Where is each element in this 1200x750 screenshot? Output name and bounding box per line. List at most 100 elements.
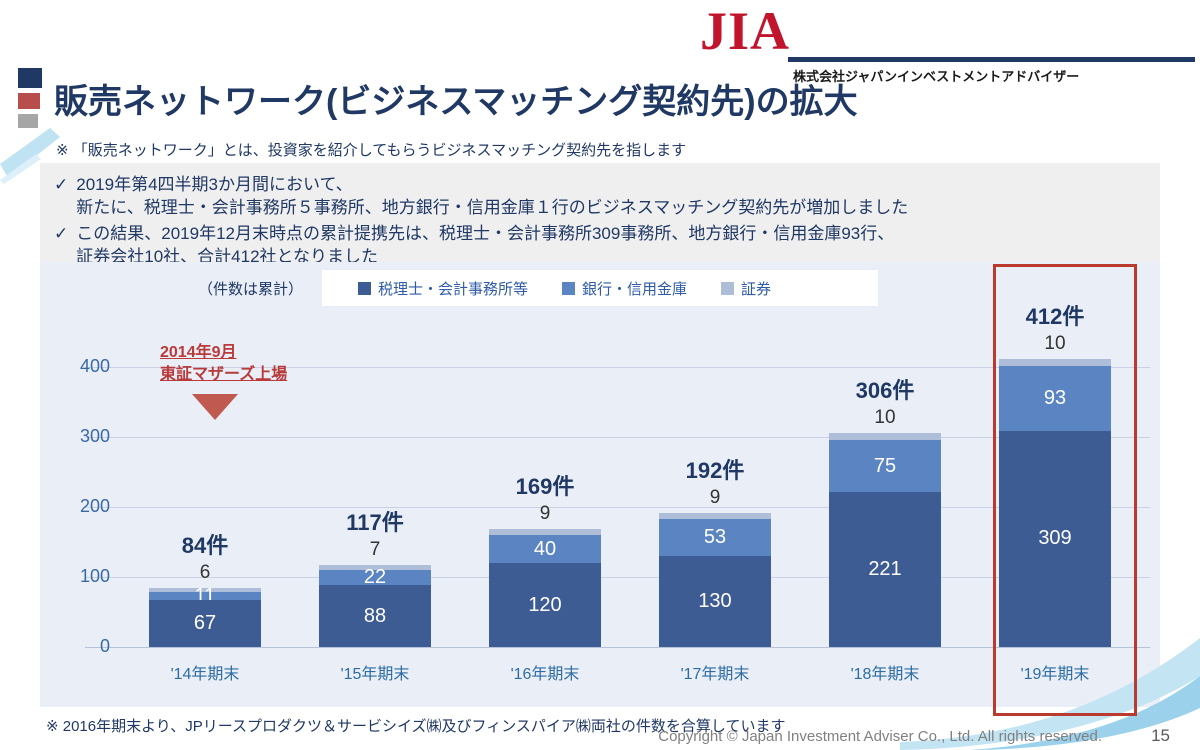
check-icon: ✓ xyxy=(54,175,69,194)
legend-item: 税理士・会計事務所等 xyxy=(358,278,528,299)
y-axis-tick: 200 xyxy=(79,496,110,516)
summary-bullet-text: この結果、2019年12月末時点の累計提携先は、税理士・会計事務所309事務所、… xyxy=(76,223,895,267)
bar-segment[interactable]: 75 xyxy=(829,439,941,493)
bar-segment-label: 53 xyxy=(703,525,727,548)
bar-group: 306件 10 75 221 xyxy=(800,262,970,647)
y-axis-tick: 300 xyxy=(79,426,110,446)
gridline xyxy=(85,507,1150,508)
bar-segment-label: 67 xyxy=(193,612,217,635)
bar-segment[interactable]: 130 xyxy=(659,556,771,647)
y-axis-tick: 100 xyxy=(79,566,110,586)
ipo-annotation: 2014年9月 東証マザーズ上場 xyxy=(160,344,288,383)
x-axis-label: '15年期末 xyxy=(340,666,410,683)
bar-segment[interactable]: 309 xyxy=(999,430,1111,647)
x-axis-label: '18年期末 xyxy=(850,666,920,683)
x-axis-label: '14年期末 xyxy=(170,666,240,683)
bar-segment-label: 11 xyxy=(194,584,216,607)
bar-segment[interactable]: 67 xyxy=(149,600,261,647)
title-accent-square-gray xyxy=(18,114,38,128)
y-axis-tick: 0 xyxy=(99,636,110,656)
bar-segment[interactable]: 93 xyxy=(999,365,1111,431)
legend-swatch-icon xyxy=(358,281,371,295)
x-axis-label: '17年期末 xyxy=(680,666,750,683)
bar-segment[interactable]: 88 xyxy=(319,585,431,647)
stacked-bar[interactable]: 75 221 xyxy=(829,432,941,647)
bar-top-segment-label: 7 xyxy=(369,539,381,561)
bar-top-segment-label: 10 xyxy=(874,406,896,428)
bar-group: 192件 9 53 130 xyxy=(630,262,800,647)
bar-segment-label: 93 xyxy=(1043,386,1067,409)
gridline xyxy=(85,577,1150,578)
bar-chart: 84件 6 11 67 117件 7 22 88 169件 9 40 120 192件 9 53 130 306… xyxy=(120,262,1140,647)
gridline xyxy=(85,437,1150,438)
bar-group: 169件 9 40 120 xyxy=(460,262,630,647)
summary-bullet: ✓ この結果、2019年12月末時点の累計提携先は、税理士・会計事務所309事務所… xyxy=(54,222,1146,269)
header-divider-line xyxy=(788,57,1195,62)
bar-segment[interactable] xyxy=(829,432,941,440)
gridline xyxy=(85,647,1150,648)
page-title: 販売ネットワーク(ビジネスマッチング契約先)の拡大 xyxy=(54,83,858,121)
bar-segment[interactable] xyxy=(319,565,431,571)
stacked-bar[interactable]: 22 88 xyxy=(319,565,431,647)
bar-total-label: 169件 xyxy=(515,473,575,499)
bar-group: 412件 10 93 309 xyxy=(970,262,1140,647)
bar-segment[interactable]: 11 xyxy=(149,584,261,607)
summary-bullet-text: 2019年第4四半期3か月間において、 新たに、税理士・会計事務所５事務所、地方銀… xyxy=(76,175,909,218)
bar-segment-label: 22 xyxy=(363,566,387,589)
stacked-bar[interactable]: 11 67 xyxy=(149,584,261,647)
stacked-bar[interactable]: 53 130 xyxy=(659,512,771,647)
stacked-bar[interactable]: 93 309 xyxy=(999,358,1111,647)
bar-group: 117件 7 22 88 xyxy=(290,262,460,647)
bar-group: 84件 6 11 67 xyxy=(120,262,290,647)
legend-unit-note: （件数は累計） xyxy=(198,281,304,298)
summary-box: ✓ 2019年第4四半期3か月間において、 新たに、税理士・会計事務所５事務所、地方… xyxy=(40,163,1160,279)
bar-segment[interactable]: 221 xyxy=(829,492,941,647)
check-icon: ✓ xyxy=(54,223,69,243)
x-axis: '14年期末 '15年期末 '16年期末 '17年期末 '18年期末 '19年期末 xyxy=(120,660,1140,684)
legend-swatch-icon xyxy=(562,281,576,295)
x-axis-label: '16年期末 xyxy=(510,666,580,683)
summary-bullets: ✓ 2019年第4四半期3か月間において、 新たに、税理士・会計事務所５事務所、地方… xyxy=(54,173,1146,269)
bar-total-label: 117件 xyxy=(346,510,404,536)
bar-segment[interactable] xyxy=(149,588,261,593)
bar-segment-label: 309 xyxy=(1038,527,1072,550)
chart-legend: 税理士・会計事務所等 銀行・信用金庫 証券 xyxy=(322,270,878,306)
bar-segment-label: 75 xyxy=(873,454,897,477)
bar-total-label: 412件 xyxy=(1025,303,1085,329)
x-axis-label: '19年期末 xyxy=(1020,666,1090,683)
jia-logo: JIA xyxy=(700,1,791,61)
title-accent-square-navy xyxy=(18,68,42,88)
stacked-bar[interactable]: 40 120 xyxy=(489,528,601,647)
title-accent-square-red xyxy=(18,93,40,109)
bar-top-segment-label: 10 xyxy=(1044,332,1066,354)
legend-item: 証券 xyxy=(721,278,771,299)
bar-segment[interactable] xyxy=(999,358,1111,366)
legend-label: 税理士・会計事務所等 xyxy=(378,280,529,298)
bar-top-segment-label: 6 xyxy=(199,562,211,584)
bar-segment-label: 40 xyxy=(533,537,557,560)
y-axis-tick: 400 xyxy=(79,356,110,376)
bar-segment-label: 130 xyxy=(698,590,732,612)
bar-top-segment-label: 9 xyxy=(539,502,551,524)
gridline xyxy=(85,367,1150,368)
legend-swatch-icon xyxy=(721,281,735,295)
bar-segment[interactable] xyxy=(489,528,601,535)
bar-total-label: 306件 xyxy=(855,377,915,403)
bar-segment[interactable]: 120 xyxy=(489,563,601,647)
highlight-box-latest-year xyxy=(993,264,1137,716)
decorative-swoosh-bottom-right xyxy=(900,638,1200,750)
bar-segment[interactable]: 53 xyxy=(659,518,771,556)
chart-footnote: ※ 2016年期末より、JPリースプロダクツ＆サービシイズ㈱及びフィンスパイア㈱… xyxy=(46,718,786,735)
legend-label: 銀行・信用金庫 xyxy=(582,280,688,298)
company-name: 株式会社ジャパンインベストメントアドバイザー xyxy=(793,69,1080,84)
summary-bullet: ✓ 2019年第4四半期3か月間において、 新たに、税理士・会計事務所５事務所、地方… xyxy=(54,173,1146,220)
bar-segment[interactable]: 40 xyxy=(489,535,601,563)
bar-total-label: 192件 xyxy=(685,457,745,483)
chart-panel: （件数は累計） 税理士・会計事務所等 銀行・信用金庫 証券 0 100 200 300 40… xyxy=(40,262,1160,716)
bar-top-segment-label: 9 xyxy=(709,486,721,508)
bar-segment[interactable] xyxy=(659,512,771,519)
bar-segment-label: 88 xyxy=(363,604,387,627)
legend-items: 税理士・会計事務所等 銀行・信用金庫 証券 xyxy=(358,278,771,299)
bar-segment[interactable]: 22 xyxy=(319,566,431,589)
